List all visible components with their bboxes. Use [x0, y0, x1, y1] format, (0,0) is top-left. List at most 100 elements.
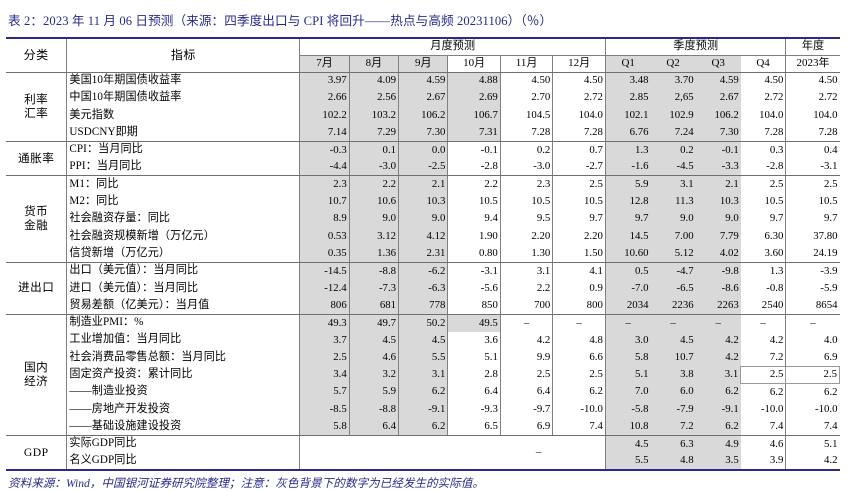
- cell-month-4: -5.6: [447, 279, 501, 297]
- cell-month-6: 104.0: [552, 106, 606, 124]
- cell-month-3: -6.3: [398, 279, 448, 297]
- cell-month-2: -3.0: [348, 158, 399, 177]
- cell-annual: 4.0: [785, 331, 840, 349]
- cell-month-2: 2.2: [348, 175, 399, 194]
- cell-month-1: -14.5: [299, 262, 350, 280]
- table-row: 工业增加值：当月同比 3.7 4.5 4.5 3.6 4.2 4.8 3.0 4.5 4.2 4.2…: [6, 331, 840, 349]
- cell-month-3: 2.67: [398, 89, 448, 107]
- row-category-group: 国内 经济: [6, 314, 67, 436]
- cell-annual: 6.2: [785, 383, 840, 401]
- cell-quarter-4: –: [760, 316, 766, 329]
- cell-month-2: 4.6: [348, 348, 399, 367]
- cell-month-6: 7.4: [552, 418, 606, 436]
- cell-month-2: 49.7: [348, 314, 399, 332]
- cell-month-4: 2.2: [447, 175, 501, 194]
- cell-month-1: -4.4: [299, 158, 350, 177]
- row-category-group: 货币 金融: [6, 175, 67, 263]
- row-indicator: USDCNY即期: [66, 124, 300, 142]
- cell-quarter-1: 5.8: [604, 348, 651, 367]
- cell-month-3: 2.1: [398, 175, 448, 194]
- cell-annual: 4.50: [785, 72, 840, 90]
- cell-quarter-3: 4.2: [695, 331, 741, 349]
- cell-month-4: -9.3: [447, 400, 501, 419]
- category-label: 进出口: [18, 281, 55, 295]
- row-indicator: 制造业PMI：%: [66, 314, 300, 332]
- source-note: 资料来源：Wind，中国银河证券研究院整理；注意：灰色背景下的数字为已经发生的实…: [8, 476, 484, 490]
- cell-quarter-1: 2.85: [604, 89, 651, 107]
- cell-month-3: 9.0: [398, 210, 448, 228]
- table-row: 社会消费品零售总额：当月同比 2.5 4.6 5.5 5.1 9.9 6.6 5.8 10.7 4…: [6, 348, 840, 367]
- cell-month-4: 4.88: [447, 72, 501, 90]
- cell-quarter-2: 7.24: [650, 124, 696, 142]
- cell-month-3: 7.30: [398, 124, 448, 142]
- cell-quarter-3: 2.1: [695, 175, 741, 194]
- category-label: 利率: [24, 93, 49, 107]
- cell-quarter-1: -7.0: [604, 279, 651, 297]
- header-month-3: 9月: [398, 55, 448, 73]
- cell-month-1: 2.66: [299, 89, 350, 107]
- cell-quarter-4: 10.5: [764, 195, 784, 208]
- cell-month-4: 6.4: [447, 383, 501, 401]
- cell-quarter-1: 3.0: [604, 331, 651, 349]
- category-label: 货币: [24, 205, 49, 219]
- cell-quarter-4: 3.60: [740, 245, 786, 263]
- cell-month-2: 5.9: [348, 383, 399, 401]
- cell-month-4: 7.31: [447, 124, 501, 142]
- cell-quarter-4: -2.8: [740, 158, 786, 177]
- cell-month-1: 8.9: [299, 210, 350, 228]
- table-row: 社会融资规模新增（万亿元） 0.53 3.12 4.12 1.90 2.20 2.20 14.…: [6, 227, 840, 246]
- cell-annual: 9.7: [785, 210, 840, 228]
- cell-month-2: 9.0: [348, 210, 399, 228]
- cell-month-6: 2.5: [552, 366, 606, 384]
- cell-quarter-1: 0.5: [604, 262, 651, 280]
- cell-quarter-1: 6.76: [604, 124, 651, 142]
- cell-quarter-2: 3.70: [650, 72, 696, 90]
- row-category-group: 进出口: [6, 262, 67, 315]
- cell-month-5: 1.30: [499, 245, 553, 263]
- cell-month-2: 103.2: [348, 106, 399, 124]
- cell-month-5: 9.9: [499, 348, 553, 367]
- table-row: ——基础设施建设投资 5.8 6.4 6.2 6.5 6.9 7.4 10.8 7.2 6.2 7.…: [6, 418, 840, 436]
- cell-quarter-4: 4.6: [769, 437, 784, 450]
- row-indicator: 社会融资存量：同比: [66, 210, 300, 228]
- cell-month-4: 1.90: [447, 227, 501, 246]
- cell-annual: 24.19: [785, 245, 840, 263]
- cell-month-1: -12.4: [299, 279, 350, 297]
- cell-month-1: 3.4: [299, 366, 350, 384]
- cell-quarter-2: 11.3: [650, 193, 696, 211]
- cell-quarter-4: 4.50: [764, 74, 784, 87]
- table-row: ——制造业投资 5.7 5.9 6.2 6.4 6.4 6.2 7.0 6.0 6.2 6.2 6.2: [6, 383, 840, 401]
- row-indicator: 社会融资规模新增（万亿元）: [66, 227, 300, 246]
- forecast-table: 分类 指标 月度预测 季度预测 年度 7月 8月 9月 10月 11月 12月 Q1 Q2 Q3 Q4 202…: [6, 37, 840, 471]
- row-indicator: CPI：当月同比: [66, 141, 300, 159]
- cell-quarter-1: 12.8: [604, 193, 651, 211]
- cell-quarter-3: 2.67: [695, 89, 741, 107]
- cell-month-6: 7.28: [552, 124, 606, 142]
- row-indicator: 美元指数: [66, 106, 300, 124]
- cell-month-2: 6.4: [348, 418, 399, 436]
- cell-month-5: 6.9: [499, 418, 553, 436]
- row-indicator: M2：同比: [66, 193, 300, 211]
- cell-quarter-2: 7.2: [650, 418, 696, 436]
- cell-quarter-2: 6.0: [650, 383, 696, 401]
- header-quarter-3: Q3: [695, 55, 741, 73]
- cell-quarter-4: 7.2: [769, 350, 784, 363]
- cell-month-4: -3.1: [447, 262, 501, 280]
- cell-annual: 6.9: [785, 348, 840, 367]
- cell-quarter-3: 6.2: [695, 383, 741, 401]
- cell-month-6: -10.0: [552, 400, 606, 419]
- cell-month-4: 850: [447, 296, 501, 315]
- row-indicator: 固定资产投资：累计同比: [66, 366, 300, 384]
- cell-month-6: –: [552, 314, 606, 332]
- cell-annual: 4.2: [785, 452, 840, 471]
- category-label: 通胀率: [18, 151, 55, 165]
- cell-quarter-3: -0.1: [695, 141, 741, 159]
- cell-quarter-4: 7.28: [740, 124, 786, 142]
- table-row: 信贷新增（万亿元） 0.35 1.36 2.31 0.80 1.30 1.50 10.60 5.…: [6, 245, 840, 263]
- cell-month-6: -2.7: [552, 158, 606, 177]
- cell-quarter-3: 4.59: [695, 72, 741, 90]
- cell-quarter-2: 3.1: [650, 175, 696, 194]
- cell-month-2: -8.8: [348, 400, 399, 419]
- table-row: 国内 经济 制造业PMI：% 49.3 49.7 50.2 49.5– – – – – – –: [6, 314, 840, 436]
